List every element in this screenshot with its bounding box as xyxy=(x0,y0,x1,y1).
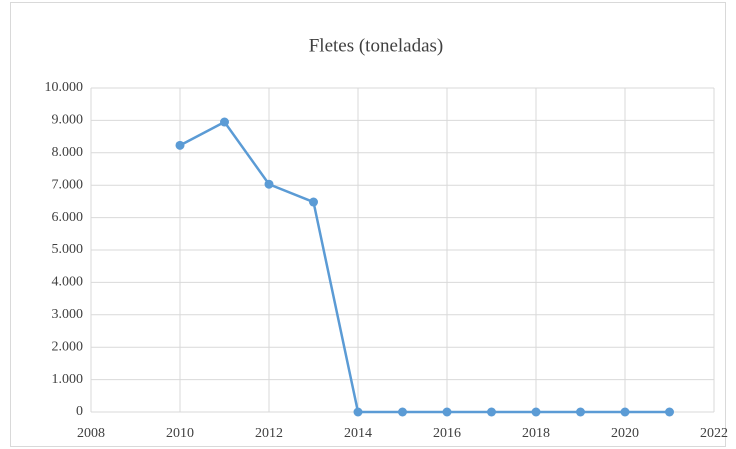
y-tick-label: 3.000 xyxy=(52,307,84,322)
x-tick-label: 2012 xyxy=(255,426,283,441)
x-tick-label: 2018 xyxy=(522,426,550,441)
x-tick-label: 2016 xyxy=(433,426,461,441)
marker xyxy=(442,407,452,417)
marker xyxy=(353,407,363,417)
y-tick-label: 4.000 xyxy=(52,275,84,290)
y-tick-label: 2.000 xyxy=(52,339,84,354)
x-tick-label: 2022 xyxy=(700,426,728,441)
marker xyxy=(665,407,674,417)
y-tick-label: 6.000 xyxy=(52,210,84,225)
y-tick-label: 10.000 xyxy=(45,80,84,95)
marker xyxy=(264,179,274,189)
marker xyxy=(487,407,496,417)
x-tick-label: 2014 xyxy=(344,426,372,441)
marker xyxy=(620,407,630,417)
y-tick-label: 9.000 xyxy=(52,113,84,128)
marker xyxy=(175,140,185,150)
marker xyxy=(531,407,541,417)
y-tick-label: 7.000 xyxy=(52,177,84,192)
y-tick-label: 0 xyxy=(76,404,83,419)
chart-title: Fletes (toneladas) xyxy=(309,35,444,56)
x-tick-label: 2008 xyxy=(77,426,105,441)
y-tick-label: 5.000 xyxy=(52,242,84,257)
x-tick-label: 2020 xyxy=(611,426,639,441)
chart-border xyxy=(10,2,726,447)
y-tick-label: 8.000 xyxy=(52,145,84,160)
line xyxy=(179,120,670,414)
marker xyxy=(309,197,318,207)
x-tick-label: 2010 xyxy=(166,426,194,441)
marker xyxy=(220,117,229,127)
marker xyxy=(576,407,585,417)
y-tick-label: 1.000 xyxy=(52,372,84,387)
marker xyxy=(398,407,407,417)
